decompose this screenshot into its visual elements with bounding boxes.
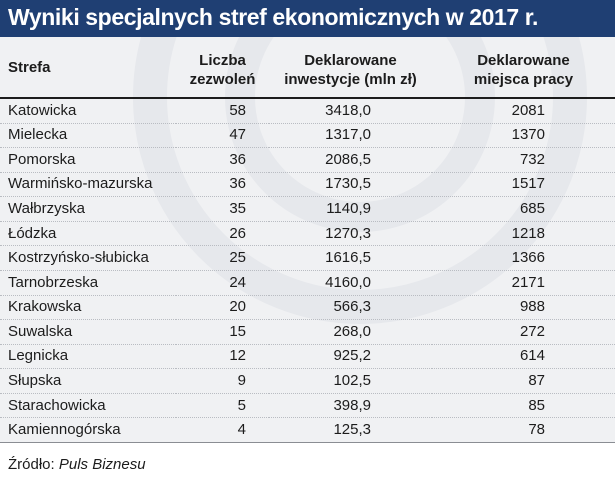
cell-miejsca: 272: [519, 322, 545, 340]
cell-strefa: Łódzka: [8, 224, 57, 242]
cell-strefa: Kostrzyńsko-słubicka: [8, 249, 149, 267]
source-prefix: Źródło:: [8, 456, 55, 473]
cell-miejsca: 732: [519, 150, 545, 168]
cell-liczba: 47: [229, 126, 246, 144]
table-row: Krakowska 20 566,3 988: [0, 295, 615, 320]
cell-miejsca: 614: [519, 347, 545, 365]
cell-liczba: 9: [237, 371, 246, 389]
table-panel: Strefa Liczba zezwoleń Deklarowane inwes…: [0, 37, 615, 443]
cell-strefa: Wałbrzyska: [8, 200, 85, 218]
table-row: Suwalska 15 268,0 272: [0, 320, 615, 345]
title-bar: Wyniki specjalnych stref ekonomicznych w…: [0, 0, 615, 37]
watermark-logo: [133, 37, 587, 324]
cell-liczba: 4: [237, 421, 246, 439]
cell-liczba: 12: [229, 347, 246, 365]
cell-strefa: Katowicka: [8, 101, 77, 119]
cell-strefa: Pomorska: [8, 150, 76, 168]
table-row: Legnicka 12 925,2 614: [0, 344, 615, 369]
cell-miejsca: 78: [528, 421, 545, 439]
cell-strefa: Starachowicka: [8, 396, 106, 414]
table-row: Starachowicka 5 398,9 85: [0, 393, 615, 418]
cell-miejsca: 2171: [511, 273, 545, 291]
table-row: Kostrzyńsko-słubicka 25 1616,5 1366: [0, 246, 615, 271]
cell-inwestycje: 925,2: [333, 347, 371, 365]
table-row: Wałbrzyska 35 1140,9 685: [0, 197, 615, 222]
table-row: Pomorska 36 2086,5 732: [0, 148, 615, 173]
table-row: Słupska 9 102,5 87: [0, 369, 615, 394]
cell-liczba: 15: [229, 322, 246, 340]
cell-liczba: 36: [229, 175, 246, 193]
cell-inwestycje: 102,5: [333, 371, 371, 389]
source-name: Puls Biznesu: [58, 456, 146, 473]
cell-liczba: 20: [229, 298, 246, 316]
cell-inwestycje: 1730,5: [325, 175, 371, 193]
cell-miejsca: 85: [528, 396, 545, 414]
cell-miejsca: 1218: [511, 224, 545, 242]
cell-miejsca: 685: [519, 200, 545, 218]
cell-inwestycje: 4160,0: [325, 273, 371, 291]
cell-miejsca: 1366: [511, 249, 545, 267]
cell-strefa: Kamiennogórska: [8, 421, 121, 439]
table-row: Katowicka 58 3418,0 2081: [0, 98, 615, 124]
cell-inwestycje: 566,3: [333, 298, 371, 316]
cell-liczba: 36: [229, 150, 246, 168]
cell-liczba: 25: [229, 249, 246, 267]
table-row: Kamiennogórska 4 125,3 78: [0, 418, 615, 443]
cell-strefa: Legnicka: [8, 347, 69, 365]
source-note: Źródło: Puls Biznesu: [8, 456, 146, 473]
cell-strefa: Mielecka: [8, 126, 68, 144]
cell-liczba: 58: [229, 101, 246, 119]
cell-miejsca: 2081: [511, 101, 545, 119]
cell-miejsca: 1370: [511, 126, 545, 144]
cell-miejsca: 1517: [511, 175, 545, 193]
table-row: Łódzka 26 1270,3 1218: [0, 221, 615, 246]
cell-strefa: Tarnobrzeska: [8, 273, 99, 291]
cell-inwestycje: 398,9: [333, 396, 371, 414]
cell-inwestycje: 268,0: [333, 322, 371, 340]
cell-inwestycje: 2086,5: [325, 150, 371, 168]
cell-liczba: 26: [229, 224, 246, 242]
cell-liczba: 35: [229, 200, 246, 218]
chart-title: Wyniki specjalnych stref ekonomicznych w…: [8, 4, 539, 30]
cell-liczba: 24: [229, 273, 246, 291]
table-body: Katowicka 58 3418,0 2081 Mielecka 47 1317,0 137…: [0, 98, 615, 443]
cell-inwestycje: 1317,0: [325, 126, 371, 144]
cell-strefa: Warmińsko-mazurska: [8, 175, 153, 193]
col-header-miejsca: Deklarowane miejsca pracy: [473, 52, 574, 88]
cell-inwestycje: 3418,0: [325, 101, 371, 119]
header-row: Strefa Liczba zezwoleń Deklarowane inwes…: [0, 37, 615, 98]
cell-inwestycje: 1140,9: [326, 200, 371, 218]
cell-strefa: Krakowska: [8, 298, 82, 316]
table-row: Warmińsko-mazurska 36 1730,5 1517: [0, 172, 615, 197]
col-header-strefa: Strefa: [8, 59, 51, 76]
cell-liczba: 5: [237, 396, 246, 414]
cell-inwestycje: 1616,5: [325, 249, 371, 267]
cell-inwestycje: 125,3: [333, 421, 371, 439]
data-table: Strefa Liczba zezwoleń Deklarowane inwes…: [0, 37, 615, 443]
table-row: Mielecka 47 1317,0 1370: [0, 123, 615, 148]
cell-inwestycje: 1270,3: [325, 224, 371, 242]
cell-miejsca: 988: [519, 298, 545, 316]
col-header-liczba: Liczba zezwoleń: [189, 52, 256, 88]
col-header-inwestycje: Deklarowane inwestycje (mln zł): [284, 52, 417, 88]
cell-strefa: Słupska: [8, 371, 62, 389]
cell-strefa: Suwalska: [8, 322, 73, 340]
cell-miejsca: 87: [528, 371, 545, 389]
table-row: Tarnobrzeska 24 4160,0 2171: [0, 270, 615, 295]
